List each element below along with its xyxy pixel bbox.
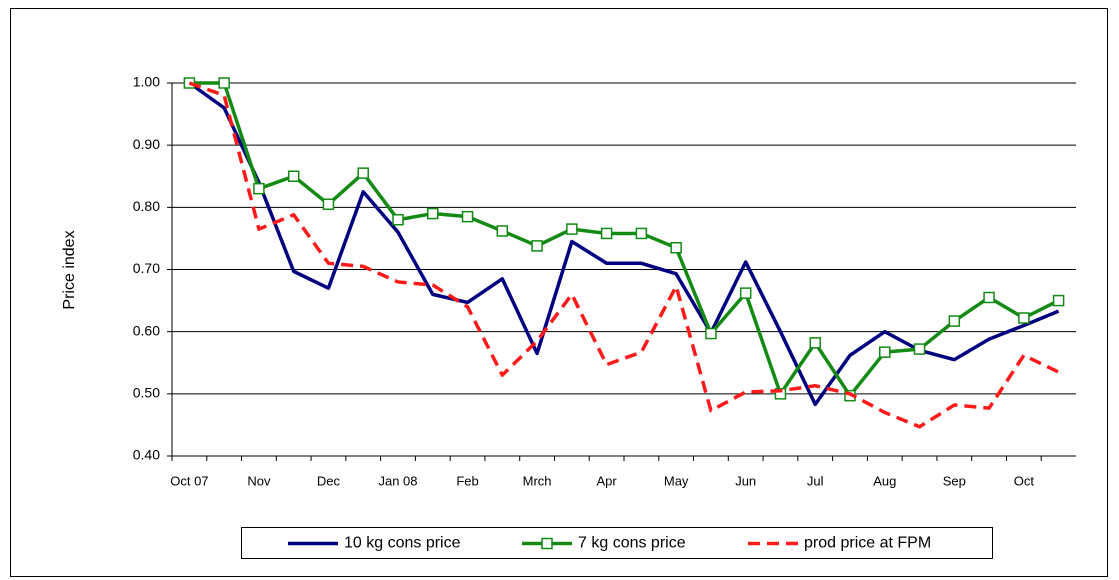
series-marker <box>357 167 369 179</box>
x-tick-label: Jun <box>735 473 756 488</box>
x-tick-label: Nov <box>247 473 271 488</box>
series-marker <box>739 287 752 299</box>
x-tick-label: Sep <box>943 473 966 488</box>
chart-border <box>10 8 1108 577</box>
y-tick-label: 0.40 <box>133 447 160 463</box>
x-tick-label: Aug <box>873 473 896 488</box>
series-marker <box>461 210 474 223</box>
series-marker <box>253 182 265 195</box>
series-line <box>189 81 1060 398</box>
legend-marker <box>541 537 553 550</box>
y-axis-label: Price index <box>61 230 78 309</box>
x-tick-label: Jan 08 <box>378 473 417 488</box>
series-marker <box>635 227 648 240</box>
series-marker <box>600 227 613 240</box>
series-marker <box>670 241 682 254</box>
y-tick-label: 0.70 <box>133 260 160 276</box>
series-marker <box>322 198 335 210</box>
series-marker <box>983 291 995 304</box>
series-marker <box>1018 312 1030 324</box>
series-marker <box>531 240 543 252</box>
y-tick-label: 0.80 <box>133 198 160 214</box>
x-tick-label: Dec <box>317 473 341 488</box>
series-marker <box>287 170 300 182</box>
series-marker <box>496 225 509 237</box>
series-marker <box>913 343 926 355</box>
legend-label: 7 kg cons price <box>578 535 686 552</box>
legend-label: prod price at FPM <box>804 535 931 552</box>
legend-label: 10 kg cons price <box>344 535 461 552</box>
series-marker <box>1052 294 1065 307</box>
series-marker <box>218 77 230 89</box>
series-marker <box>392 214 404 226</box>
y-tick-label: 1.00 <box>133 74 160 90</box>
series-marker <box>948 315 961 327</box>
series-marker <box>774 388 787 400</box>
x-tick-label: Mrch <box>523 473 552 488</box>
series-marker <box>879 346 891 358</box>
y-tick-label: 0.60 <box>133 322 160 338</box>
x-tick-label: Feb <box>456 473 478 488</box>
x-tick-label: May <box>664 473 689 488</box>
series-marker <box>705 327 717 340</box>
y-tick-label: 0.90 <box>133 136 160 152</box>
series-line <box>188 81 1060 407</box>
series-marker <box>427 207 439 220</box>
x-tick-label: Oct <box>1014 473 1035 488</box>
y-tick-label: 0.50 <box>133 385 160 401</box>
x-tick-label: Jul <box>807 473 824 488</box>
series-marker <box>566 223 578 235</box>
series-marker <box>809 337 821 349</box>
x-tick-label: Oct 07 <box>170 473 208 488</box>
x-tick-label: Apr <box>596 473 617 488</box>
legend-box <box>241 527 993 559</box>
